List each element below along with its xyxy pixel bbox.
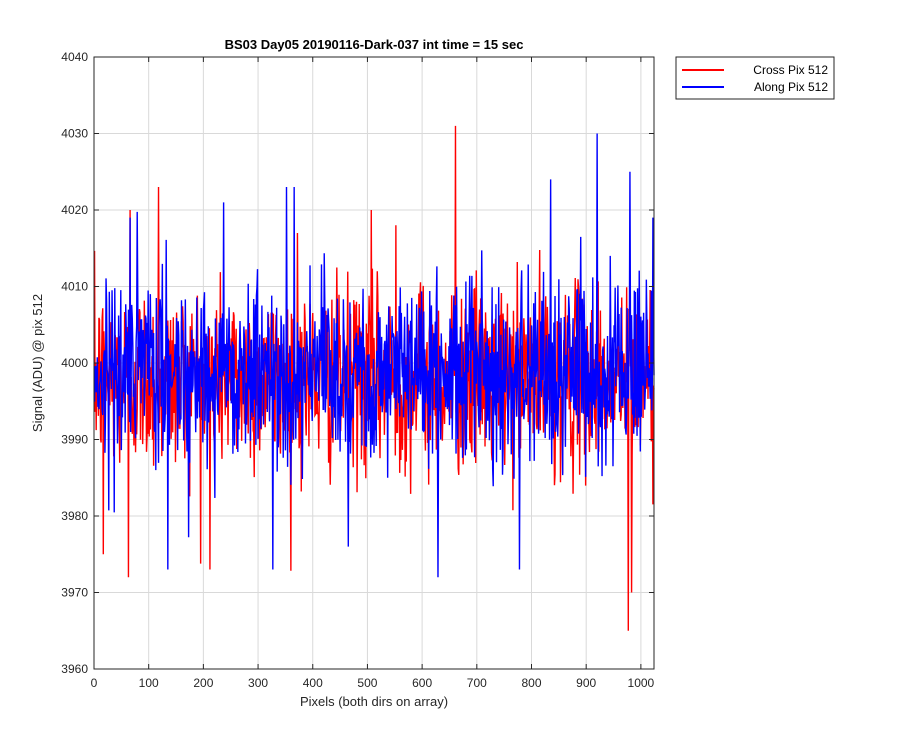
legend-box — [675, 56, 835, 100]
legend: Cross Pix 512 Along Pix 512 — [675, 56, 835, 100]
x-tick-label: 900 — [576, 676, 596, 690]
y-tick-label: 4020 — [61, 203, 88, 217]
y-tick-label: 4010 — [61, 280, 88, 294]
x-axis-label: Pixels (both dirs on array) — [300, 694, 448, 709]
x-tick-label: 700 — [467, 676, 487, 690]
x-tick-label: 1000 — [628, 676, 655, 690]
y-tick-label: 3980 — [61, 509, 88, 523]
series-layer — [93, 125, 655, 631]
x-tick-label: 400 — [303, 676, 323, 690]
x-tick-label: 200 — [193, 676, 213, 690]
x-tick-label: 800 — [521, 676, 541, 690]
chart-title: BS03 Day05 20190116-Dark-037 int time = … — [225, 37, 524, 52]
y-tick-label: 3990 — [61, 433, 88, 447]
y-tick-label: 3960 — [61, 662, 88, 676]
x-tick-label: 600 — [412, 676, 432, 690]
x-tick-label: 500 — [357, 676, 377, 690]
x-tick-label: 100 — [139, 676, 159, 690]
ticks: 0 100 200 300 400 500 600 700 800 900 1000 3960 3970… — [61, 50, 654, 690]
y-tick-label: 4040 — [61, 50, 88, 64]
series-line-along-pix-512 — [93, 133, 655, 578]
y-axis-label: Signal (ADU) @ pix 512 — [30, 294, 45, 432]
legend-label: Along Pix 512 — [754, 80, 828, 94]
y-tick-label: 3970 — [61, 586, 88, 600]
y-tick-label: 4030 — [61, 127, 88, 141]
x-tick-label: 0 — [91, 676, 98, 690]
y-tick-label: 4000 — [61, 356, 88, 370]
x-tick-label: 300 — [248, 676, 268, 690]
legend-label: Cross Pix 512 — [753, 63, 828, 77]
